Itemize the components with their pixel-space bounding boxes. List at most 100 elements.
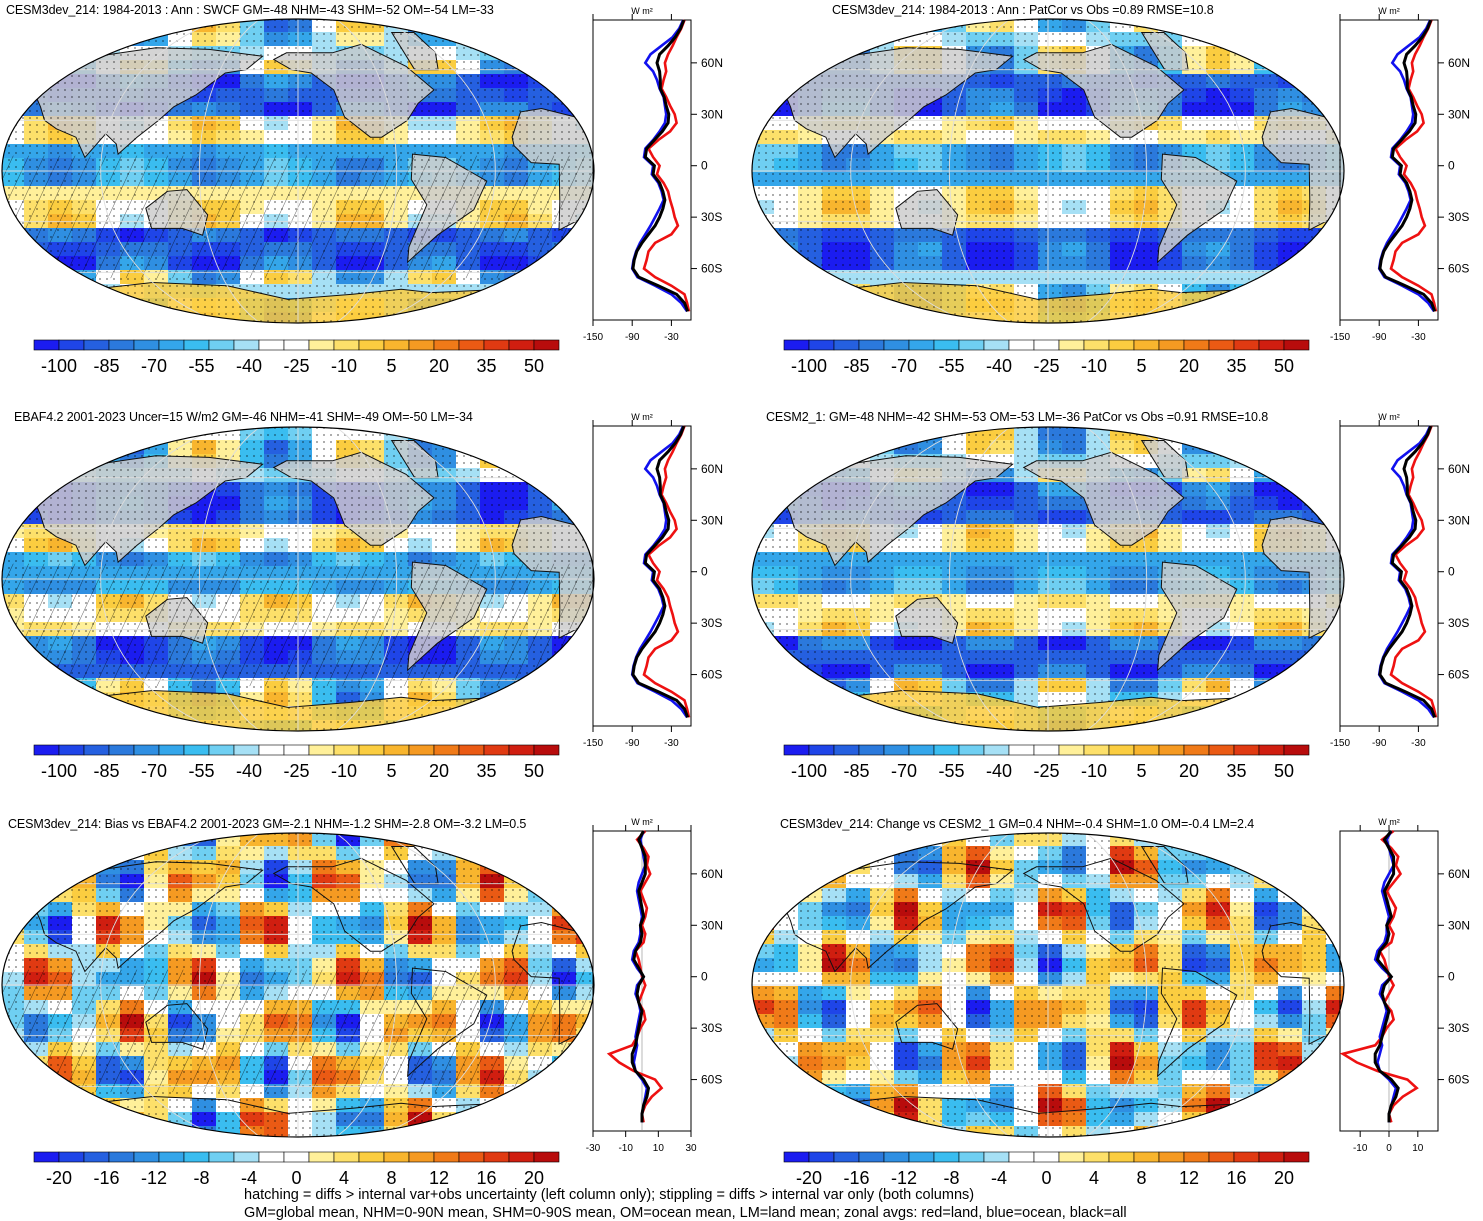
colorbar-tick-label: 5 [1136, 356, 1146, 376]
colorbar-swatch [483, 339, 510, 351]
colorbar-swatch [1233, 744, 1260, 756]
field-cell [2, 706, 25, 721]
field-cell [120, 833, 145, 847]
x-tick-label: -150 [583, 738, 603, 749]
colorbar-tick-label: -100 [791, 761, 827, 781]
field-cell [24, 256, 49, 271]
field-cell [480, 846, 505, 861]
field-cell [24, 284, 49, 299]
colorbar-swatch [833, 1151, 860, 1163]
field-cell [480, 312, 505, 323]
lat-tick-label: 60N [701, 56, 723, 70]
field-cell [2, 1084, 25, 1099]
colorbar-swatch [1183, 339, 1210, 351]
colorbar-swatch [333, 744, 360, 756]
field-cell [72, 860, 97, 875]
field-cell [48, 692, 73, 707]
field-cell [752, 60, 775, 75]
field-cell [2, 74, 25, 89]
colorbar-swatch [1033, 1151, 1060, 1163]
x-tick-label: -10 [1353, 1143, 1368, 1154]
field-cell [798, 46, 823, 61]
field-cell [1230, 312, 1255, 323]
field-cell [894, 312, 919, 323]
zonal-line-land [1389, 19, 1438, 312]
field-cell [2, 888, 25, 903]
field-cell [2, 298, 25, 313]
x-tick-label: -90 [1372, 332, 1387, 343]
field-cell [1302, 312, 1327, 323]
field-cell [798, 468, 823, 483]
field-cell [1302, 298, 1327, 313]
colorbar-tick-label: -10 [331, 761, 357, 781]
field-cell [24, 1112, 49, 1127]
field-cell [2, 482, 25, 497]
field-cell [822, 846, 847, 861]
field-cell [2, 468, 25, 483]
zonal-line-all [1378, 425, 1437, 718]
field-cell [1254, 19, 1279, 33]
colorbar-tick-label: -70 [141, 356, 167, 376]
panel-title: EBAF4.2 2001-2023 Uncer=15 W/m2 GM=-46 N… [14, 410, 473, 424]
colorbar-tick-label: -20 [46, 1168, 72, 1188]
field-cell [774, 1112, 799, 1127]
colorbar-swatch [1033, 744, 1060, 756]
colorbar-swatch [258, 1151, 285, 1163]
field-cell [752, 1126, 775, 1137]
colorbar-tick-label: 5 [386, 761, 396, 781]
field-cell [48, 284, 73, 299]
graticule-line [198, 427, 261, 731]
field-cell [752, 1112, 775, 1127]
zonal-unit-label: W m² [1378, 817, 1400, 827]
field-cell [2, 440, 25, 455]
colorbar-tick-label: -25 [1033, 356, 1059, 376]
field-cell [480, 720, 505, 731]
field-cell [774, 678, 799, 693]
colorbar-swatch [1083, 1151, 1110, 1163]
x-tick-label: 30 [685, 1143, 697, 1154]
colorbar-swatch [233, 744, 260, 756]
lat-tick-label: 60N [1448, 462, 1470, 476]
field-cell [552, 874, 577, 889]
field-cell [552, 692, 577, 707]
colorbar-tick-label: -16 [93, 1168, 119, 1188]
field-cell [774, 46, 799, 61]
field-cell [752, 88, 775, 103]
field-cell [1278, 312, 1303, 323]
x-tick-label: 0 [1386, 1143, 1392, 1154]
field-cell [552, 312, 577, 323]
field-cell [72, 32, 97, 47]
field-cell [528, 312, 553, 323]
field-cell [1302, 678, 1327, 693]
field-cell [1158, 312, 1183, 323]
field-cell [120, 19, 145, 33]
colorbar-swatch [433, 339, 460, 351]
field-cell [72, 1126, 97, 1137]
field-cell [2, 874, 25, 889]
colorbar-tick-label: -25 [1033, 761, 1059, 781]
field-cell [528, 846, 553, 861]
lat-tick-label: 30N [1448, 918, 1470, 932]
colorbar-swatch [458, 339, 485, 351]
field-cell [96, 440, 121, 455]
field-cell [504, 1126, 529, 1137]
field-cell [144, 312, 169, 323]
field-cell [528, 468, 553, 483]
field-cell [798, 440, 823, 455]
field-cell [1278, 440, 1303, 455]
field-cell [1278, 846, 1303, 861]
field-cell [552, 468, 577, 483]
field-cell [1254, 1098, 1279, 1113]
field-cell [504, 846, 529, 861]
colorbar-swatch [1008, 744, 1035, 756]
colorbar-tick-label: -4 [991, 1168, 1007, 1188]
colorbar-tick-label: -40 [236, 356, 262, 376]
field-cell [1278, 284, 1303, 299]
colorbar-swatch [1158, 744, 1185, 756]
field-cell [72, 720, 97, 731]
field-cell [752, 440, 775, 455]
field-cell [752, 916, 775, 931]
field-cell [752, 1042, 775, 1057]
colorbar-tick-label: -25 [283, 356, 309, 376]
field-cell [1278, 1126, 1303, 1137]
